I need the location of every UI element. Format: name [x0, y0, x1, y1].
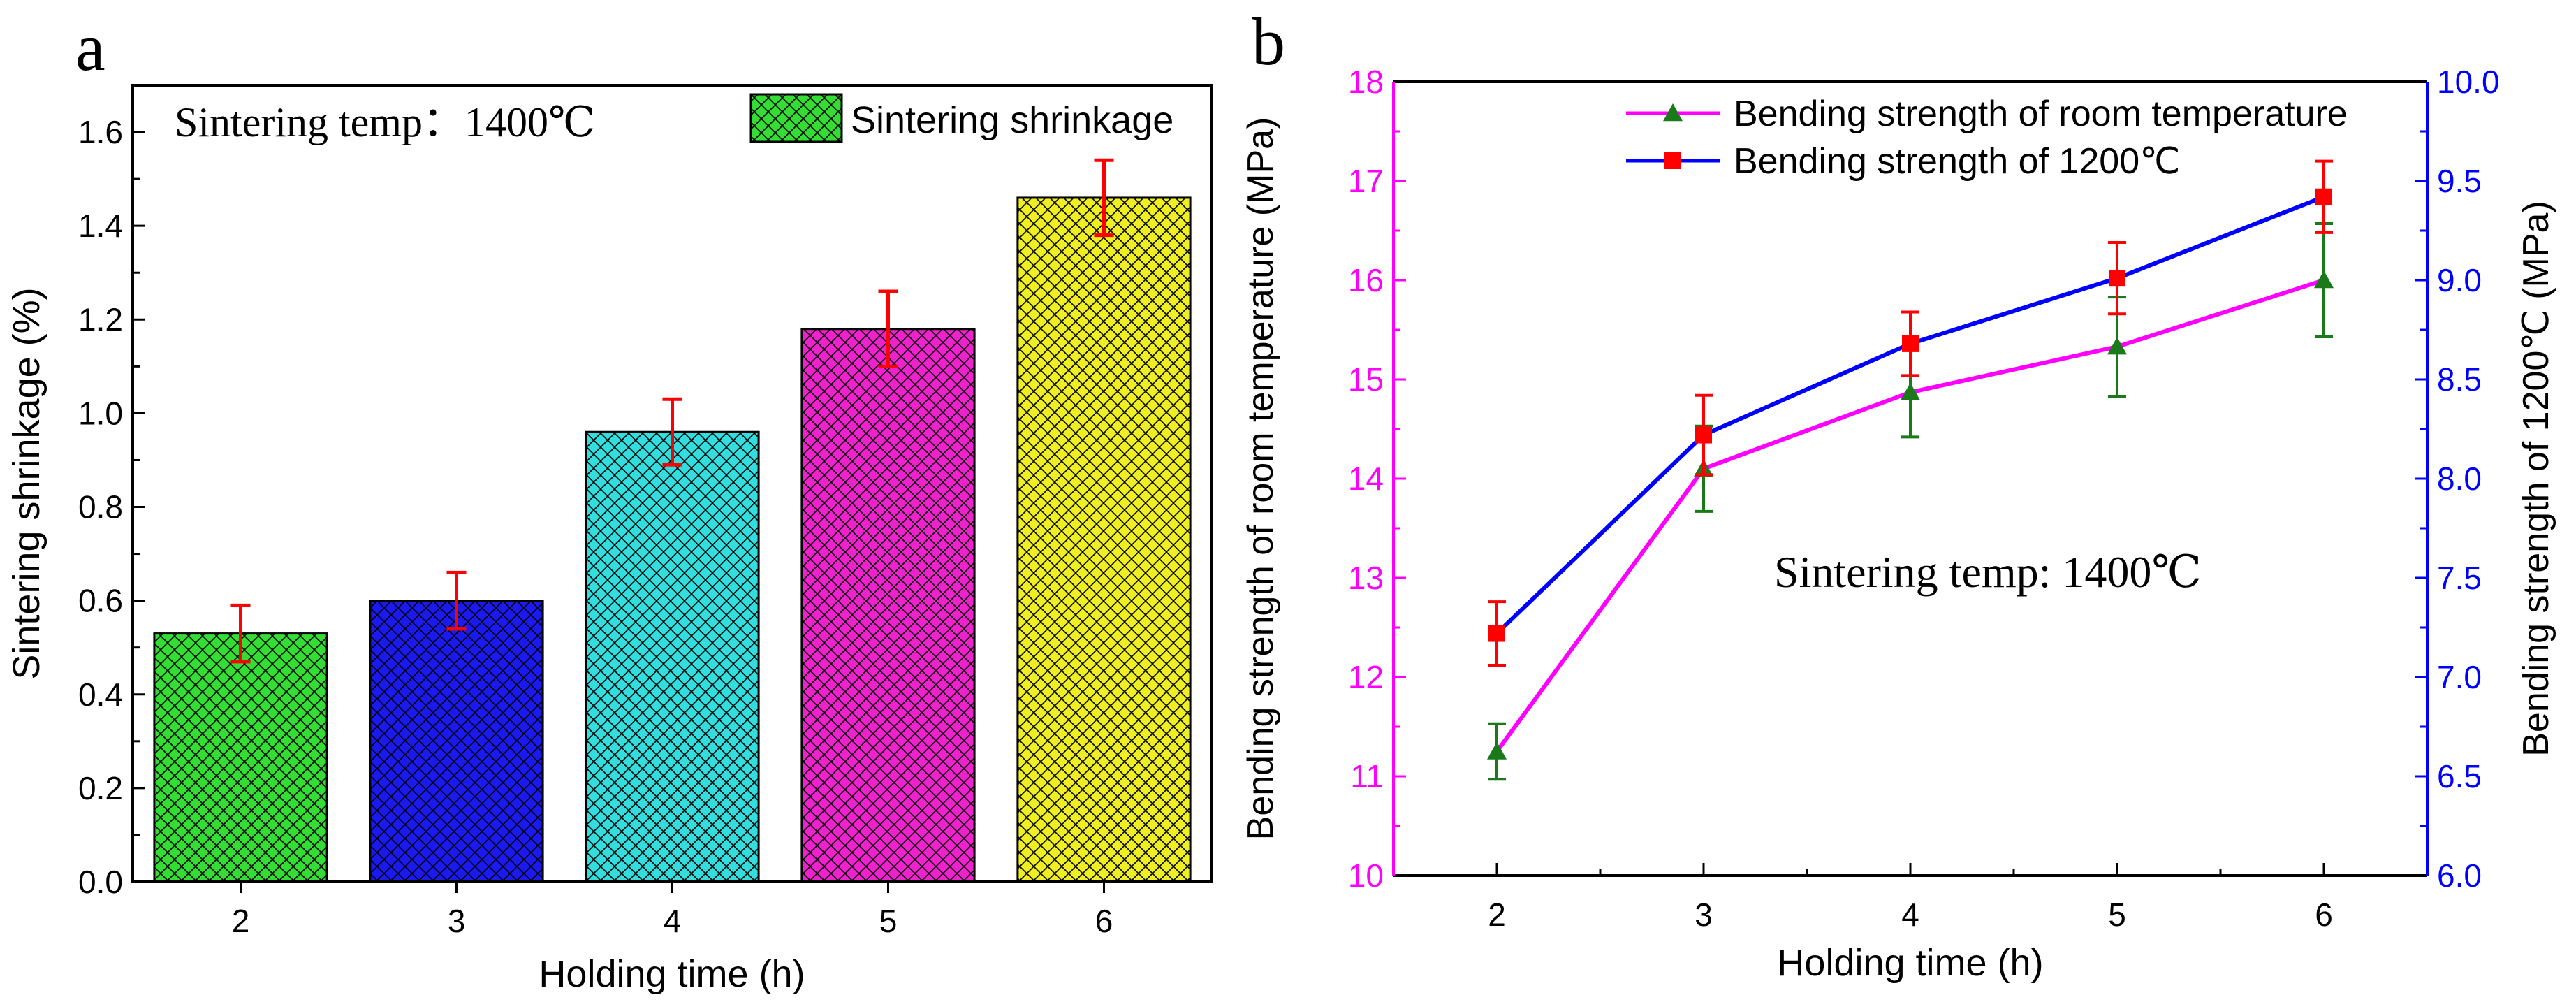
panel-b-marker-ht [2315, 188, 2332, 205]
panel-a: a 0.0 0.2 0.4 0.6 0.8 1.0 1.2 1.4 1.6 2 3 4 5 6 Sinte… [6, 10, 1213, 995]
panel-a-bar-5 [800, 328, 976, 883]
panel-a-x-tick-label: 2 [232, 903, 250, 939]
panel-a-label: a [75, 10, 105, 85]
panel-a-y-tick-label: 1.0 [78, 395, 123, 431]
panel-b-x-tick-label: 5 [2108, 896, 2126, 933]
panel-a-y-tick-label: 0.0 [78, 864, 123, 900]
panel-b-left-tick-label: 14 [1348, 460, 1384, 497]
panel-b-left-tick-label: 17 [1348, 163, 1384, 199]
panel-b: b 10 11 12 13 14 15 16 17 18 6.0 6.5 7.0 7.5 8.0 8.5 9.… [1241, 4, 2556, 984]
panel-b-marker-rt [1901, 382, 1920, 400]
panel-a-plot-frame [131, 84, 1213, 883]
panel-b-right-tick-label: 8.5 [2437, 361, 2482, 398]
panel-b-marker-rt [2107, 337, 2127, 355]
panel-a-bar-2 [153, 632, 328, 883]
panel-b-right-tick-label: 10.0 [2437, 64, 2500, 100]
panel-b-left-tick-label: 12 [1348, 659, 1384, 695]
panel-a-x-tick-label: 5 [879, 903, 898, 939]
panel-a-ticks: 0.0 0.2 0.4 0.6 0.8 1.0 1.2 1.4 1.6 2 3 4 5 6 [78, 114, 1113, 939]
panel-b-series [1487, 159, 2334, 781]
panel-b-marker-ht [1695, 426, 1712, 444]
panel-b-legend-marker-ht [1664, 152, 1681, 169]
panel-a-legend-swatch [749, 93, 843, 143]
panel-b-right-tick-label: 7.5 [2437, 560, 2482, 596]
panel-b-right-tick-label: 9.0 [2437, 262, 2482, 298]
panel-a-x-label: Holding time (h) [539, 953, 805, 995]
panel-b-x-tick-label: 6 [2315, 896, 2333, 933]
panel-b-right-tick-label: 7.0 [2437, 659, 2482, 695]
panel-b-marker-ht [2109, 270, 2125, 287]
panel-a-legend: Sintering shrinkage [749, 93, 1173, 143]
panel-b-label: b [1252, 4, 1285, 79]
panel-b-marker-rt [2314, 270, 2334, 289]
panel-a-y-label: Sintering shrinkage (%) [6, 287, 47, 679]
panel-a-legend-label: Sintering shrinkage [851, 99, 1173, 141]
panel-a-annotation: Sintering temp：1400℃ [175, 99, 595, 145]
panel-b-legend-marker-rt [1663, 103, 1683, 122]
panel-b-left-tick-label: 13 [1348, 560, 1384, 596]
panel-b-left-tick-label: 11 [1350, 758, 1384, 794]
panel-b-y-label-left: Bending strength of room temperature (MP… [1241, 117, 1281, 841]
panel-b-left-tick-label: 15 [1348, 361, 1384, 398]
panel-a-y-tick-label: 0.2 [78, 770, 123, 806]
panel-a-bar-3 [369, 600, 544, 883]
panel-b-y-label-right: Bending strength of 1200℃ (MPa) [2516, 201, 2556, 757]
panel-b-marker-ht [1902, 335, 1919, 352]
panel-a-bars [153, 158, 1192, 883]
panel-b-legend-label-rt: Bending strength of room temperature [1734, 94, 2348, 134]
panel-b-right-tick-label: 8.0 [2437, 460, 2482, 497]
panel-a-x-tick-label: 6 [1095, 903, 1113, 939]
panel-b-right-tick-label: 9.5 [2437, 163, 2482, 199]
panel-b-marker-ht [1488, 625, 1505, 642]
panel-b-marker-rt [1487, 741, 1507, 760]
panel-a-y-tick-label: 0.4 [78, 676, 123, 713]
panel-a-y-tick-label: 0.6 [78, 583, 123, 619]
panel-b-left-tick-label: 16 [1348, 262, 1384, 298]
panel-b-ticks: 10 11 12 13 14 15 16 17 18 6.0 6.5 7.0 7.5 8.0 8.5 9.0 9… [1348, 64, 2500, 933]
panel-a-x-tick-label: 3 [448, 903, 466, 939]
panel-b-x-label: Holding time (h) [1777, 942, 2043, 984]
panel-a-bar-6 [1016, 196, 1192, 883]
panel-b-left-tick-label: 10 [1348, 857, 1384, 894]
panel-a-y-tick-label: 1.4 [78, 208, 123, 244]
panel-b-legend: Bending strength of room temperature Ben… [1626, 94, 2348, 182]
panel-b-x-tick-label: 2 [1488, 896, 1506, 933]
panel-b-legend-label-ht: Bending strength of 1200℃ [1734, 141, 2181, 182]
panel-b-x-tick-label: 3 [1695, 896, 1713, 933]
panel-b-left-tick-label: 18 [1348, 64, 1384, 100]
panel-b-right-tick-label: 6.5 [2437, 758, 2482, 794]
panel-b-right-tick-label: 6.0 [2437, 857, 2482, 894]
panel-b-annotation: Sintering temp: 1400℃ [1774, 547, 2202, 597]
panel-b-x-tick-label: 4 [1901, 896, 1919, 933]
panel-a-x-tick-label: 4 [664, 903, 682, 939]
panel-a-y-tick-label: 1.6 [78, 114, 123, 150]
panel-a-y-tick-label: 0.8 [78, 489, 123, 525]
panel-a-bar-4 [585, 430, 760, 883]
panel-a-y-tick-label: 1.2 [78, 301, 123, 337]
